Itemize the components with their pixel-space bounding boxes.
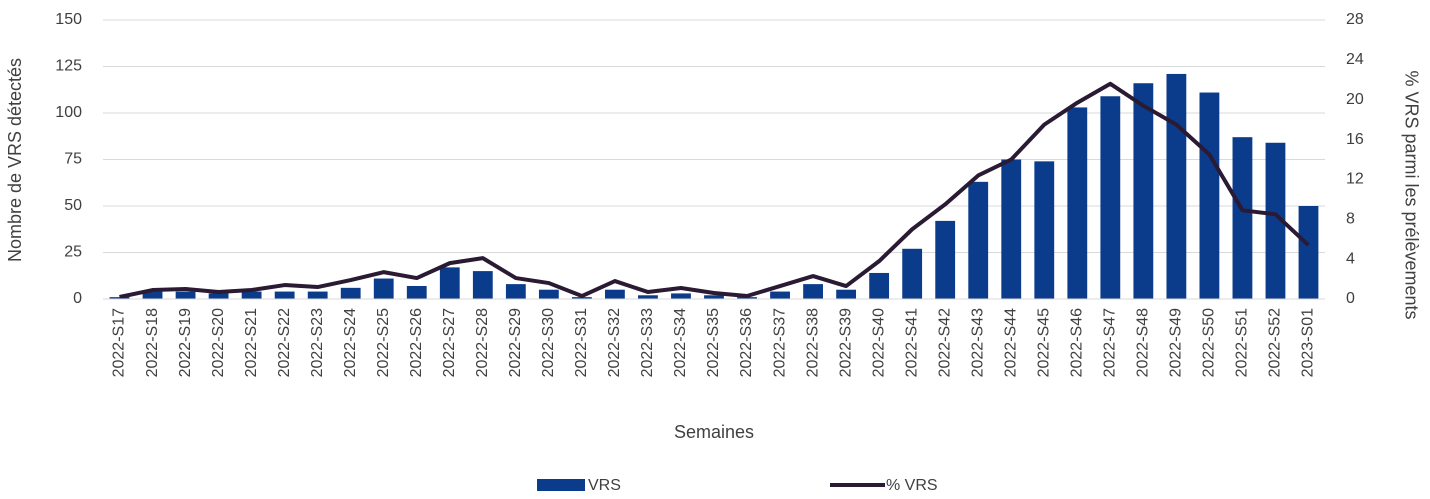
bar (472, 271, 493, 299)
x-tick-label: 2022-S30 (540, 308, 557, 377)
x-tick-label: 2022-S31 (573, 308, 590, 377)
y2-axis-title: % VRS parmi les prélèvements (1401, 70, 1421, 319)
x-tick-label: 2022-S26 (408, 308, 425, 377)
y2-tick-label: 8 (1346, 211, 1355, 228)
x-tick-label: 2023-S01 (1300, 308, 1317, 377)
x-tick-label: 2022-S47 (1102, 308, 1119, 377)
bar (935, 220, 956, 299)
bar (307, 291, 328, 299)
y2-tick-label: 20 (1346, 91, 1364, 108)
y2-tick-label: 16 (1346, 131, 1364, 148)
x-tick-label: 2022-S45 (1035, 308, 1052, 377)
y2-tick-label: 0 (1346, 290, 1355, 307)
bar (571, 297, 592, 299)
y-tick-label: 75 (64, 151, 82, 168)
y-axis-title: Nombre de VRS détectés (5, 58, 25, 262)
x-tick-label: 2022-S24 (342, 308, 359, 377)
y-tick-label: 150 (55, 11, 82, 28)
legend-label: VRS (588, 477, 621, 494)
x-tick-label: 2022-S50 (1201, 308, 1218, 377)
x-tick-label: 2022-S49 (1168, 308, 1185, 377)
x-tick-label: 2022-S20 (210, 308, 227, 377)
x-tick-label: 2022-S39 (837, 308, 854, 377)
y-tick-label: 100 (55, 104, 82, 121)
bar (505, 284, 526, 299)
y-tick-label: 125 (55, 58, 82, 75)
bar (1133, 83, 1154, 300)
bar (175, 291, 196, 299)
x-tick-label: 2022-S51 (1234, 308, 1251, 377)
x-tick-label: 2022-S23 (309, 308, 326, 377)
x-tick-label: 2022-S41 (903, 308, 920, 377)
x-tick-label: 2022-S48 (1135, 308, 1152, 377)
x-tick-label: 2022-S27 (441, 308, 458, 377)
bar (638, 295, 658, 299)
bar (605, 289, 625, 299)
bar (1001, 159, 1022, 299)
x-tick-label: 2022-S25 (375, 308, 392, 377)
x-tick-label: 2022-S22 (276, 308, 293, 377)
x-tick-label: 2022-S38 (804, 308, 821, 377)
x-axis-title: Semaines (674, 422, 754, 442)
bar (1100, 96, 1121, 299)
bar (241, 291, 262, 299)
bar (1298, 206, 1319, 299)
x-tick-label: 2022-S36 (738, 308, 755, 377)
bar (704, 295, 724, 299)
bar (406, 285, 427, 299)
bar (803, 284, 823, 299)
bar (274, 291, 295, 299)
y2-tick-label: 24 (1346, 51, 1364, 68)
y2-tick-label: 28 (1346, 11, 1364, 28)
y-tick-label: 50 (64, 197, 82, 214)
bar (340, 287, 361, 299)
x-tick-label: 2022-S17 (111, 308, 128, 377)
bar (737, 297, 757, 299)
legend-label: % VRS (886, 477, 938, 494)
y2-tick-label: 4 (1346, 250, 1355, 267)
bar (1067, 107, 1088, 299)
x-tick-label: 2022-S18 (144, 308, 161, 377)
bar (1232, 137, 1253, 299)
bar (902, 248, 923, 299)
bar (836, 289, 857, 299)
bar (439, 267, 460, 299)
x-tick-label: 2022-S29 (507, 308, 524, 377)
x-tick-label: 2022-S32 (606, 308, 623, 377)
y-tick-label: 0 (73, 290, 82, 307)
bar (1199, 92, 1220, 299)
x-tick-label: 2022-S21 (243, 308, 260, 377)
bar (968, 181, 989, 299)
legend-swatch (537, 479, 585, 491)
bar (671, 293, 691, 299)
bar (373, 278, 394, 299)
bar (142, 291, 163, 299)
x-tick-label: 2022-S19 (177, 308, 194, 377)
x-tick-label: 2022-S46 (1069, 308, 1086, 377)
bar (1265, 142, 1286, 299)
x-tick-label: 2022-S33 (639, 308, 656, 377)
bar (1166, 73, 1187, 299)
y-tick-label: 25 (64, 244, 82, 261)
x-tick-label: 2022-S40 (870, 308, 887, 377)
bar (869, 272, 890, 299)
x-tick-label: 2022-S28 (474, 308, 491, 377)
line (119, 81, 1310, 299)
bar (1034, 161, 1055, 299)
bar (208, 293, 229, 299)
bar (770, 291, 790, 299)
x-tick-label: 2022-S42 (936, 308, 953, 377)
x-tick-label: 2022-S37 (771, 308, 788, 377)
y2-tick-label: 12 (1346, 171, 1364, 188)
x-tick-label: 2022-S35 (705, 308, 722, 377)
x-tick-label: 2022-S52 (1267, 308, 1284, 377)
bar (538, 289, 559, 299)
x-tick-label: 2022-S43 (969, 308, 986, 377)
x-tick-label: 2022-S44 (1002, 308, 1019, 377)
bar (109, 297, 130, 299)
x-tick-label: 2022-S34 (672, 308, 689, 377)
